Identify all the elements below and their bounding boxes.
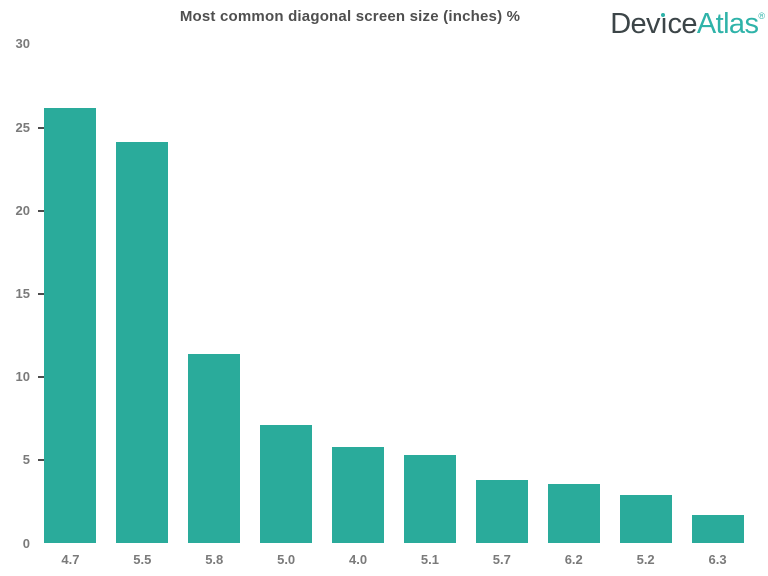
bar-5.8	[188, 353, 241, 544]
y-axis-label: 25	[15, 119, 30, 135]
bar-6.3	[691, 515, 744, 544]
x-axis-label: 5.1	[420, 552, 439, 567]
y-axis-tick	[38, 209, 44, 212]
y-axis-label: 20	[15, 202, 30, 218]
bar-5.7	[475, 480, 528, 544]
logo-text-device-post: ce	[667, 8, 697, 40]
y-axis-label: 5	[22, 452, 30, 468]
y-axis-tick	[38, 376, 44, 379]
logo-letter-i: ı	[659, 8, 668, 40]
x-axis-label: 5.7	[492, 552, 511, 567]
logo-text-atlas: Atlas	[696, 8, 759, 40]
x-axis-label: 5.0	[277, 552, 296, 567]
y-axis-tick	[38, 126, 44, 129]
x-axis-label: 5.8	[205, 552, 224, 567]
bar-5.2	[619, 495, 672, 544]
bar-5.1	[403, 455, 456, 544]
y-axis-label: 10	[15, 369, 30, 385]
bar-4.7	[44, 107, 97, 544]
x-axis-label: 4.0	[349, 552, 368, 567]
y-axis-tick	[38, 459, 44, 462]
y-axis-tick	[38, 292, 44, 295]
y-axis-label: 15	[15, 285, 30, 301]
y-axis-label: 30	[15, 36, 30, 52]
bar-5.5	[116, 142, 169, 544]
logo-text-device-pre: Dev	[610, 8, 660, 40]
y-axis-label: 0	[22, 535, 30, 551]
x-axis-label: 6.2	[564, 552, 583, 567]
bar-6.2	[547, 483, 600, 544]
x-axis-label: 6.3	[708, 552, 727, 567]
x-axis-label: 5.5	[133, 552, 152, 567]
i-dot-icon	[660, 13, 665, 17]
deviceatlas-logo: Devı ceAtlas®	[610, 1, 765, 39]
x-axis-label: 4.7	[61, 552, 80, 567]
bar-5.0	[260, 425, 313, 544]
trademark-icon: ®	[758, 11, 765, 21]
chart-title: Most common diagonal screen size (inches…	[179, 8, 521, 25]
x-axis-label: 5.2	[636, 552, 655, 567]
bar-4.0	[332, 446, 385, 544]
